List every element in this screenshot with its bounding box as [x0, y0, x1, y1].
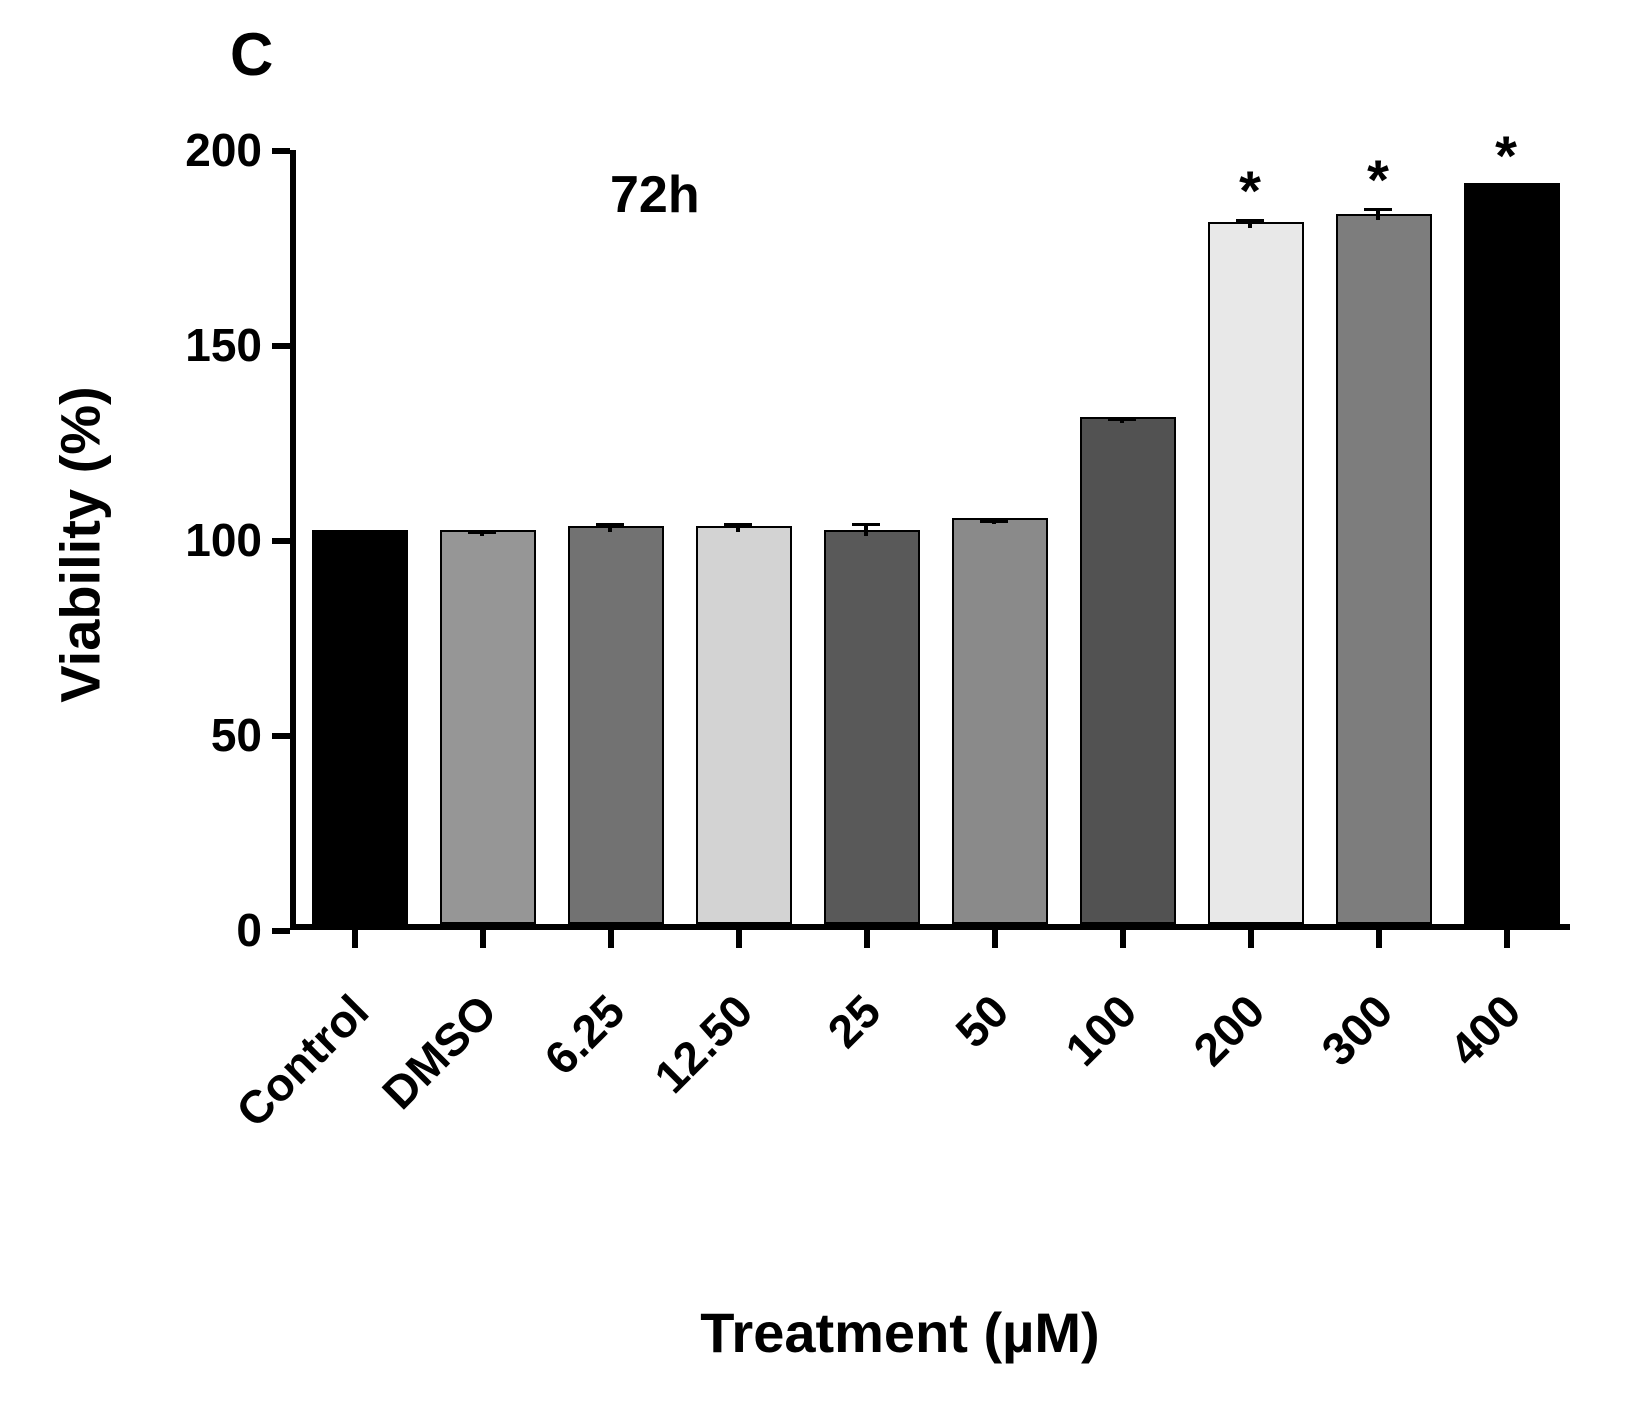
bar: [312, 530, 408, 924]
x-tick-label: 12.50: [513, 984, 763, 1234]
y-tick-label: 0: [142, 903, 262, 957]
x-tick-label: Control: [129, 984, 379, 1234]
x-tick: [864, 930, 870, 948]
x-tick-label: 400: [1281, 984, 1531, 1234]
x-tick: [1504, 930, 1510, 948]
y-tick-label: 200: [142, 123, 262, 177]
plot-area: [290, 150, 1570, 930]
significance-marker: *: [1220, 158, 1280, 223]
bar: [824, 530, 920, 924]
bar: [1464, 183, 1560, 924]
bar: [696, 526, 792, 924]
x-tick-label: 100: [897, 984, 1147, 1234]
y-tick: [272, 928, 290, 934]
significance-marker: *: [1476, 123, 1536, 188]
bar: [952, 518, 1048, 924]
x-tick: [480, 930, 486, 948]
x-tick: [1248, 930, 1254, 948]
x-tick: [608, 930, 614, 948]
x-tick: [992, 930, 998, 948]
x-tick: [352, 930, 358, 948]
y-tick: [272, 733, 290, 739]
error-cap: [980, 520, 1008, 523]
bar: [440, 530, 536, 924]
error-cap: [1108, 418, 1136, 421]
y-tick: [272, 538, 290, 544]
bar: [1080, 417, 1176, 924]
x-tick-label: 50: [769, 984, 1019, 1234]
panel-letter: C: [230, 20, 273, 89]
y-axis-label: Viability (%): [48, 245, 113, 845]
figure: C 72h Viability (%) Treatment (µM) 05010…: [0, 0, 1630, 1415]
bar: [568, 526, 664, 924]
x-tick-label: 200: [1025, 984, 1275, 1234]
error-cap: [852, 523, 880, 526]
x-tick-label: 6.25: [385, 984, 635, 1234]
x-tick: [1120, 930, 1126, 948]
y-tick-label: 150: [142, 318, 262, 372]
x-tick: [1376, 930, 1382, 948]
error-cap: [468, 531, 496, 534]
error-cap: [724, 523, 752, 526]
y-tick-label: 50: [142, 708, 262, 762]
x-axis-label: Treatment (µM): [500, 1300, 1300, 1365]
x-tick: [736, 930, 742, 948]
y-tick-label: 100: [142, 513, 262, 567]
y-tick: [272, 148, 290, 154]
bar: [1336, 214, 1432, 924]
x-tick-label: 25: [641, 984, 891, 1234]
error-cap: [596, 523, 624, 526]
significance-marker: *: [1348, 147, 1408, 212]
bar: [1208, 222, 1304, 924]
x-tick-label: DMSO: [257, 984, 507, 1234]
y-tick: [272, 343, 290, 349]
x-tick-label: 300: [1153, 984, 1403, 1234]
